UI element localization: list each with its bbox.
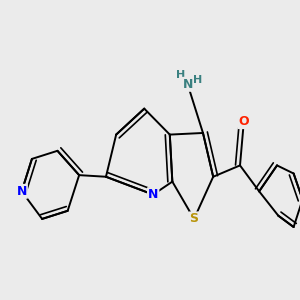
Text: H: H	[193, 75, 202, 85]
Text: N: N	[16, 185, 27, 198]
Text: O: O	[238, 115, 249, 128]
Text: S: S	[190, 212, 199, 225]
Text: N: N	[182, 78, 193, 91]
Text: H: H	[176, 70, 185, 80]
Text: N: N	[148, 188, 158, 201]
